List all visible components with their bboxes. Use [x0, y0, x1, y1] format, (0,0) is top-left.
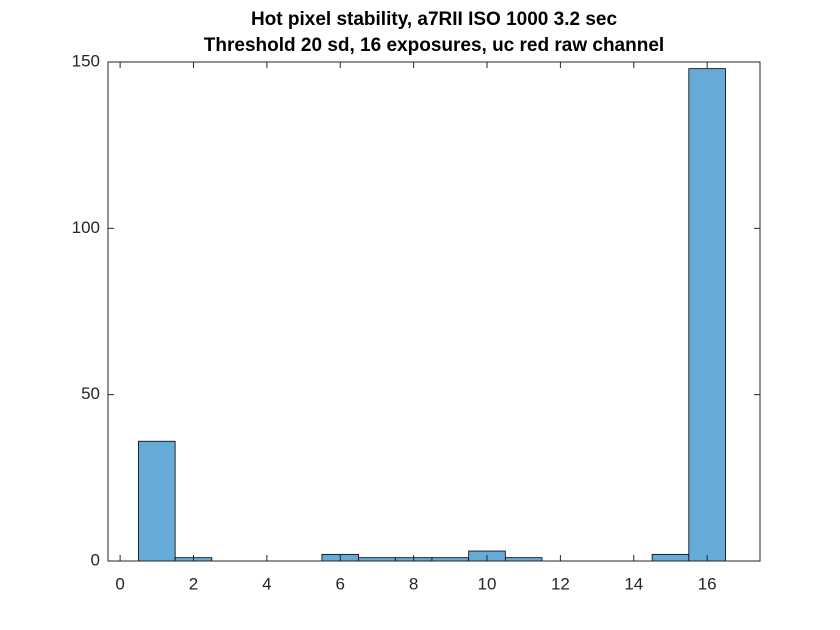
- bar: [688, 68, 726, 562]
- x-tick-label: 8: [409, 574, 418, 593]
- y-tick-label: 0: [91, 550, 100, 569]
- x-tick-label: 4: [262, 574, 271, 593]
- bar: [651, 553, 690, 562]
- plot-frame: [107, 61, 761, 562]
- x-tick-label: 14: [624, 574, 643, 593]
- chart-title: Hot pixel stability, a7RII ISO 1000 3.2 …: [251, 9, 618, 30]
- x-tick-label: 2: [189, 574, 198, 593]
- chart-subtitle: Threshold 20 sd, 16 exposures, uc red ra…: [204, 35, 664, 56]
- x-tick-label: 10: [478, 574, 497, 593]
- x-tick-label: 6: [336, 574, 345, 593]
- x-tick-label: 12: [551, 574, 570, 593]
- x-tick-label: 0: [115, 574, 124, 593]
- y-tick-label: 50: [81, 384, 100, 403]
- x-tick-label: 16: [698, 574, 717, 593]
- bar: [138, 440, 176, 562]
- y-tick-label: 100: [72, 218, 100, 237]
- y-tick-label: 150: [72, 51, 100, 70]
